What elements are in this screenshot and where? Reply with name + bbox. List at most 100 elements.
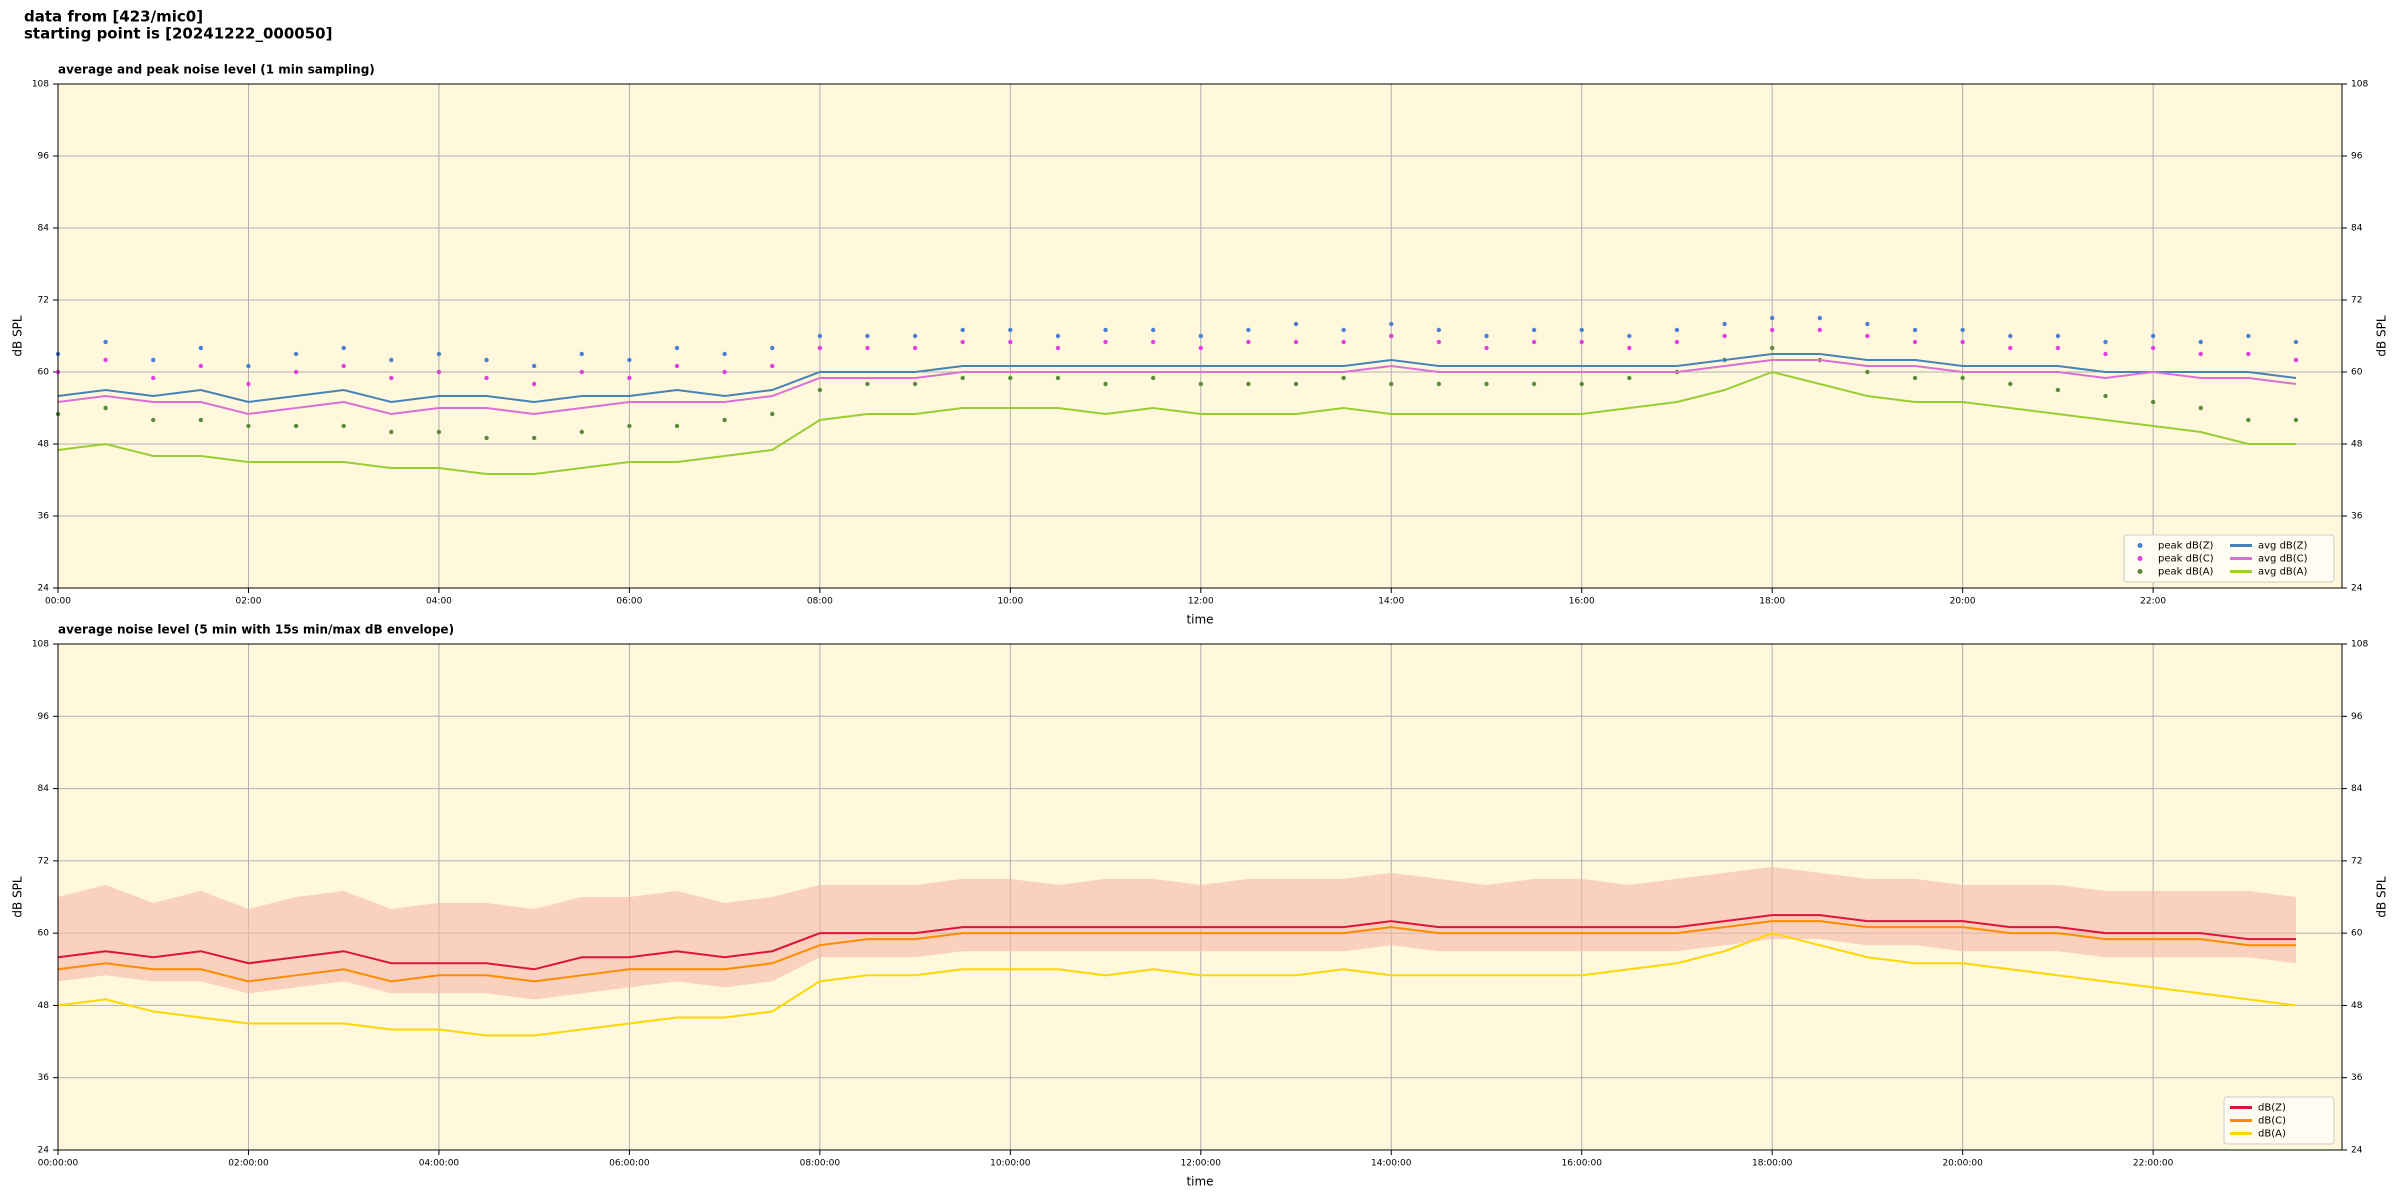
peak-point [960, 375, 965, 381]
y-tick-label: 48 [38, 1001, 50, 1011]
peak-point [2150, 333, 2156, 339]
peak-point [1341, 339, 1346, 345]
peak-point [1436, 327, 1442, 333]
peak-point [2103, 393, 2108, 399]
x-tick-label: 02:00 [235, 597, 261, 607]
peak-point [627, 423, 632, 429]
peak-point [1912, 375, 1918, 381]
peak-point [1293, 339, 1299, 345]
peak-point [2293, 339, 2299, 345]
peak-point [2103, 351, 2108, 357]
series-line [57, 359, 2297, 416]
y-tick-label: 48 [38, 440, 50, 450]
peak-point [1055, 345, 1061, 351]
x-tick-label: 20:00 [1950, 597, 1976, 607]
x-tick-label: 06:00 [616, 597, 642, 607]
peak-point [770, 363, 775, 369]
y-tick-label: 72 [38, 296, 49, 306]
series-line [57, 914, 2296, 971]
peak-point [151, 417, 156, 423]
peak-point [1865, 333, 1870, 339]
x-tick-label: 20:00:00 [1942, 1159, 1983, 1169]
y-tick-label: 72 [2351, 856, 2362, 866]
x-tick-label: 10:00 [997, 597, 1023, 607]
peak-point [912, 381, 918, 387]
legend-marker [2137, 556, 2143, 561]
legend-label: dB(C) [2258, 1116, 2286, 1127]
x-tick-label: 00:00 [45, 597, 71, 607]
peak-point [293, 351, 299, 357]
y-tick-label: 24 [38, 1146, 50, 1156]
peak-point [2008, 381, 2013, 387]
x-tick-label: 10:00:00 [990, 1159, 1031, 1169]
x-tick-label: 08:00 [807, 597, 833, 607]
x-tick-label: 12:00 [1188, 597, 1214, 607]
peak-point [1484, 381, 1489, 387]
peak-point [246, 381, 251, 387]
y-tick-label: 60 [38, 929, 50, 939]
peak-point [341, 423, 346, 429]
peak-point [1960, 375, 1965, 381]
peak-point [722, 369, 727, 375]
series-line [57, 920, 2296, 983]
x-tick-label: 18:00:00 [1752, 1159, 1793, 1169]
peak-point [674, 345, 680, 351]
peak-point [531, 435, 537, 441]
peak-point [2150, 345, 2156, 351]
y-tick-label: 60 [38, 368, 50, 378]
peak-point [1055, 333, 1061, 339]
peak-point [389, 375, 394, 381]
peak-point [817, 387, 823, 393]
peak-point [2055, 387, 2061, 393]
peak-point [1960, 327, 1965, 333]
y-tick-label: 108 [2351, 80, 2368, 90]
legend-label: dB(A) [2258, 1129, 2286, 1140]
y-tick-label: 36 [2351, 1073, 2363, 1083]
peak-point [436, 429, 442, 435]
peak-point [1769, 315, 1775, 321]
peak-point [1055, 375, 1061, 381]
peak-point [579, 429, 584, 435]
legend-label: peak dB(A) [2158, 567, 2214, 578]
peak-point [1103, 327, 1108, 333]
peak-point [1008, 327, 1013, 333]
peak-point [2008, 333, 2013, 339]
peak-point [1150, 327, 1156, 333]
peak-point [1579, 327, 1584, 333]
x-tick-label: 16:00 [1569, 597, 1595, 607]
peak-point [151, 375, 156, 381]
peak-point [341, 363, 346, 369]
peak-point [1246, 327, 1251, 333]
peak-point [1246, 381, 1251, 387]
peak-point [1912, 339, 1918, 345]
peak-point [1817, 327, 1823, 333]
y-tick-label: 96 [2351, 712, 2363, 722]
peak-point [341, 345, 346, 351]
y-tick-label: 84 [2351, 784, 2363, 794]
peak-point [1674, 339, 1680, 345]
peak-point [436, 351, 442, 357]
peak-point [865, 333, 870, 339]
peak-point [151, 357, 156, 363]
y-tick-label: 72 [2351, 296, 2362, 306]
peak-point [1103, 339, 1108, 345]
x-tick-label: 22:00 [2140, 597, 2166, 607]
peak-point [1150, 375, 1156, 381]
y-axis-label: dB SPL [2375, 876, 2389, 918]
peak-point [1341, 327, 1346, 333]
peak-point [2008, 345, 2013, 351]
peak-point [770, 411, 775, 417]
peak-point [1627, 333, 1632, 339]
peak-point [1865, 369, 1870, 375]
peak-point [1436, 339, 1442, 345]
y-tick-label: 48 [2351, 440, 2363, 450]
peak-point [293, 423, 299, 429]
peak-point [436, 369, 442, 375]
peak-point [722, 417, 727, 423]
peak-point [1389, 333, 1394, 339]
x-tick-label: 04:00:00 [419, 1159, 460, 1169]
peak-point [1627, 375, 1632, 381]
y-axis-label: dB SPL [11, 876, 25, 918]
chart-title: average and peak noise level (1 min samp… [58, 63, 375, 77]
peak-point [1579, 381, 1584, 387]
